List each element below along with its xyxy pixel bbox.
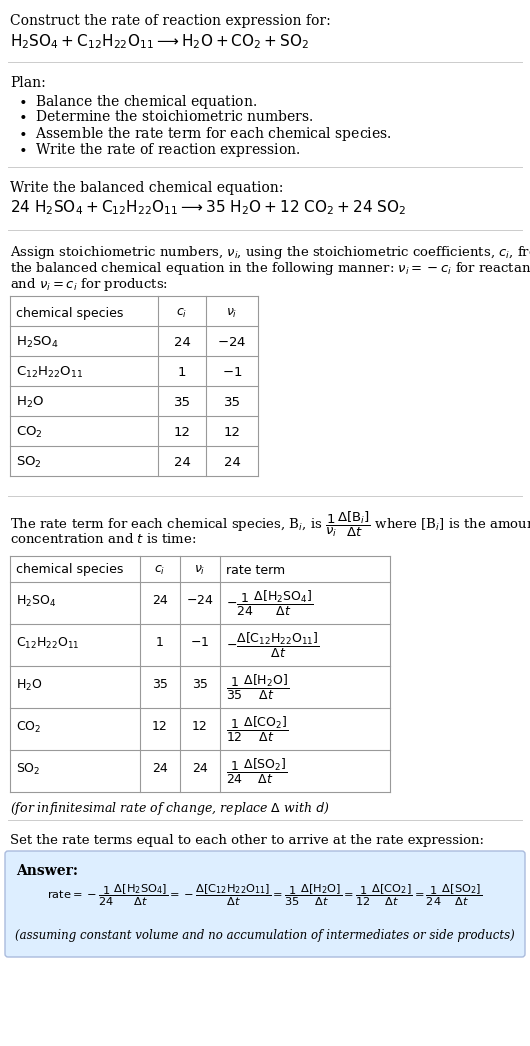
Text: $\bullet$  Balance the chemical equation.: $\bullet$ Balance the chemical equation.: [18, 93, 257, 111]
Text: $\mathrm{SO_2}$: $\mathrm{SO_2}$: [16, 761, 40, 776]
Text: $-24$: $-24$: [186, 594, 214, 608]
Text: $c_i$: $c_i$: [176, 306, 188, 319]
Text: 12: 12: [192, 721, 208, 733]
Text: $\mathrm{rate} = -\dfrac{1}{24}\dfrac{\Delta[\mathrm{H_2SO_4}]}{\Delta t} = -\df: $\mathrm{rate} = -\dfrac{1}{24}\dfrac{\D…: [47, 882, 483, 908]
Text: $-\dfrac{\Delta[\mathrm{C_{12}H_{22}O_{11}}]}{\Delta t}$: $-\dfrac{\Delta[\mathrm{C_{12}H_{22}O_{1…: [226, 631, 320, 660]
Text: rate term: rate term: [226, 564, 285, 576]
Text: Construct the rate of reaction expression for:: Construct the rate of reaction expressio…: [10, 14, 331, 28]
Text: $\mathrm{SO_2}$: $\mathrm{SO_2}$: [16, 454, 42, 470]
Text: $\dfrac{1}{12}\dfrac{\Delta[\mathrm{CO_2}]}{\Delta t}$: $\dfrac{1}{12}\dfrac{\Delta[\mathrm{CO_2…: [226, 714, 288, 744]
Text: 12: 12: [224, 426, 241, 438]
Text: $-1$: $-1$: [190, 637, 209, 650]
Text: 12: 12: [173, 426, 190, 438]
Text: 35: 35: [224, 395, 241, 409]
Text: 35: 35: [192, 679, 208, 691]
Text: $\mathrm{H_2O}$: $\mathrm{H_2O}$: [16, 394, 44, 410]
Text: $\mathrm{C_{12}H_{22}O_{11}}$: $\mathrm{C_{12}H_{22}O_{11}}$: [16, 364, 83, 380]
FancyBboxPatch shape: [5, 851, 525, 957]
Text: $\mathrm{H_2SO_4}$: $\mathrm{H_2SO_4}$: [16, 593, 56, 609]
Text: 24: 24: [152, 594, 168, 608]
Text: 35: 35: [173, 395, 190, 409]
Text: $\mathrm{C_{12}H_{22}O_{11}}$: $\mathrm{C_{12}H_{22}O_{11}}$: [16, 636, 80, 651]
Text: $\dfrac{1}{35}\dfrac{\Delta[\mathrm{H_2O}]}{\Delta t}$: $\dfrac{1}{35}\dfrac{\Delta[\mathrm{H_2O…: [226, 673, 289, 702]
Text: $\mathrm{CO_2}$: $\mathrm{CO_2}$: [16, 720, 41, 734]
Text: $\bullet$  Write the rate of reaction expression.: $\bullet$ Write the rate of reaction exp…: [18, 141, 301, 159]
Text: 12: 12: [152, 721, 168, 733]
Text: $-\dfrac{1}{24}\dfrac{\Delta[\mathrm{H_2SO_4}]}{\Delta t}$: $-\dfrac{1}{24}\dfrac{\Delta[\mathrm{H_2…: [226, 589, 314, 617]
Text: $\dfrac{1}{24}\dfrac{\Delta[\mathrm{SO_2}]}{\Delta t}$: $\dfrac{1}{24}\dfrac{\Delta[\mathrm{SO_2…: [226, 756, 288, 786]
Text: 24: 24: [192, 763, 208, 775]
Text: $\nu_i$: $\nu_i$: [195, 564, 206, 576]
Text: Assign stoichiometric numbers, $\nu_i$, using the stoichiometric coefficients, $: Assign stoichiometric numbers, $\nu_i$, …: [10, 244, 530, 262]
Text: 24: 24: [152, 763, 168, 775]
Text: Write the balanced chemical equation:: Write the balanced chemical equation:: [10, 181, 284, 195]
Text: $\bullet$  Assemble the rate term for each chemical species.: $\bullet$ Assemble the rate term for eac…: [18, 126, 392, 143]
Text: and $\nu_i = c_i$ for products:: and $\nu_i = c_i$ for products:: [10, 276, 168, 293]
Text: 35: 35: [152, 679, 168, 691]
Text: $\mathrm{CO_2}$: $\mathrm{CO_2}$: [16, 425, 43, 439]
Text: concentration and $t$ is time:: concentration and $t$ is time:: [10, 532, 197, 546]
Text: $c_i$: $c_i$: [154, 564, 166, 576]
Text: $\mathrm{H_2SO_4}$: $\mathrm{H_2SO_4}$: [16, 335, 59, 349]
Text: (for infinitesimal rate of change, replace $\Delta$ with $d$): (for infinitesimal rate of change, repla…: [10, 800, 329, 817]
Text: $\mathrm{H_2SO_4 + C_{12}H_{22}O_{11} \longrightarrow H_2O + CO_2 + SO_2}$: $\mathrm{H_2SO_4 + C_{12}H_{22}O_{11} \l…: [10, 32, 309, 50]
Text: $\mathrm{24\ H_2SO_4 + C_{12}H_{22}O_{11} \longrightarrow 35\ H_2O + 12\ CO_2 + : $\mathrm{24\ H_2SO_4 + C_{12}H_{22}O_{11…: [10, 198, 407, 217]
Text: $\mathrm{H_2O}$: $\mathrm{H_2O}$: [16, 678, 42, 692]
Text: $-1$: $-1$: [222, 365, 242, 379]
Text: 24: 24: [173, 336, 190, 348]
Text: $-24$: $-24$: [217, 336, 246, 348]
Text: Plan:: Plan:: [10, 76, 46, 90]
Text: $\nu_i$: $\nu_i$: [226, 306, 237, 319]
Text: 1: 1: [156, 637, 164, 650]
Text: chemical species: chemical species: [16, 306, 123, 319]
Text: chemical species: chemical species: [16, 564, 123, 576]
Text: 24: 24: [224, 455, 241, 469]
Text: (assuming constant volume and no accumulation of intermediates or side products): (assuming constant volume and no accumul…: [15, 929, 515, 942]
Text: $\bullet$  Determine the stoichiometric numbers.: $\bullet$ Determine the stoichiometric n…: [18, 109, 314, 124]
Text: 1: 1: [178, 365, 186, 379]
Text: 24: 24: [173, 455, 190, 469]
Text: Set the rate terms equal to each other to arrive at the rate expression:: Set the rate terms equal to each other t…: [10, 834, 484, 847]
Text: The rate term for each chemical species, B$_i$, is $\dfrac{1}{\nu_i}\dfrac{\Delt: The rate term for each chemical species,…: [10, 510, 530, 540]
Text: the balanced chemical equation in the following manner: $\nu_i = -c_i$ for react: the balanced chemical equation in the fo…: [10, 260, 530, 277]
Text: Answer:: Answer:: [16, 864, 78, 878]
